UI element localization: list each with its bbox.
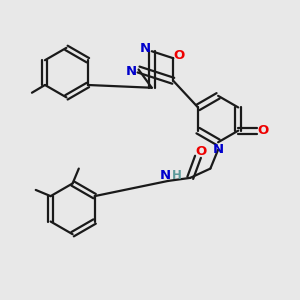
Text: N: N [140, 42, 151, 55]
Text: O: O [196, 145, 207, 158]
Text: N: N [213, 142, 224, 156]
Text: O: O [173, 49, 184, 62]
Text: N: N [160, 169, 171, 182]
Text: O: O [257, 124, 268, 137]
Text: N: N [126, 65, 137, 79]
Text: H: H [172, 169, 182, 182]
